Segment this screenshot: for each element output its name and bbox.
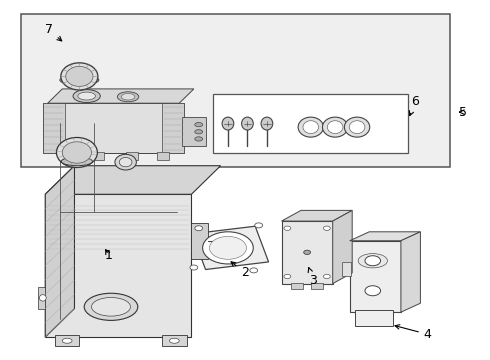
Ellipse shape [78,92,96,100]
Polygon shape [333,210,352,284]
Polygon shape [401,232,420,312]
Ellipse shape [62,142,92,163]
Ellipse shape [323,274,330,279]
Ellipse shape [261,117,273,130]
Ellipse shape [304,250,311,255]
Ellipse shape [284,226,291,230]
Ellipse shape [60,75,99,85]
Ellipse shape [121,94,135,100]
Bar [21,14,450,167]
Ellipse shape [195,226,202,231]
Ellipse shape [195,130,202,134]
Ellipse shape [327,121,343,134]
Ellipse shape [39,295,46,301]
Polygon shape [45,166,220,194]
Ellipse shape [119,157,132,167]
Ellipse shape [202,232,253,264]
Bar [162,103,184,153]
Bar [182,117,206,146]
Polygon shape [45,166,74,337]
Ellipse shape [365,286,381,296]
Ellipse shape [56,138,98,167]
Ellipse shape [242,117,253,130]
Bar [291,283,303,289]
Polygon shape [192,226,269,270]
Bar [213,94,408,153]
Bar [355,310,393,327]
Text: 7: 7 [45,23,62,41]
Bar [43,103,184,153]
Text: 5: 5 [459,105,467,119]
Ellipse shape [115,154,136,170]
Ellipse shape [217,239,224,243]
Bar [343,262,351,276]
Bar [311,283,323,289]
Ellipse shape [255,223,263,228]
Polygon shape [282,210,352,221]
Ellipse shape [195,122,202,127]
Text: 3: 3 [308,267,317,287]
Text: 1: 1 [105,248,113,261]
Bar [92,153,104,160]
Bar [125,153,138,160]
Polygon shape [350,232,420,241]
Bar [62,153,74,160]
Polygon shape [48,89,194,103]
Bar [350,241,401,312]
Ellipse shape [298,117,323,137]
Bar [43,103,65,153]
Ellipse shape [303,121,318,134]
Ellipse shape [284,274,291,279]
Ellipse shape [92,297,130,316]
Ellipse shape [250,268,258,273]
Ellipse shape [349,121,365,134]
Ellipse shape [62,338,72,343]
Bar [45,194,192,337]
Ellipse shape [84,293,138,320]
Bar [55,336,79,346]
Ellipse shape [190,265,198,270]
Bar [192,223,208,258]
Bar [38,287,45,309]
Text: 6: 6 [409,95,419,116]
Ellipse shape [61,63,98,90]
Bar [162,336,187,346]
Ellipse shape [61,157,93,166]
Bar [282,221,333,284]
Bar [157,153,170,160]
Ellipse shape [365,256,381,266]
Bar [61,151,93,161]
Ellipse shape [322,117,348,137]
Ellipse shape [195,137,202,141]
Ellipse shape [323,226,330,230]
Ellipse shape [209,237,246,259]
Text: 2: 2 [231,262,249,279]
Ellipse shape [73,90,100,103]
Ellipse shape [344,117,370,137]
Ellipse shape [358,253,388,268]
Ellipse shape [170,338,179,343]
Ellipse shape [222,117,234,130]
Ellipse shape [117,92,139,102]
Text: 4: 4 [395,325,432,341]
Ellipse shape [66,66,93,86]
